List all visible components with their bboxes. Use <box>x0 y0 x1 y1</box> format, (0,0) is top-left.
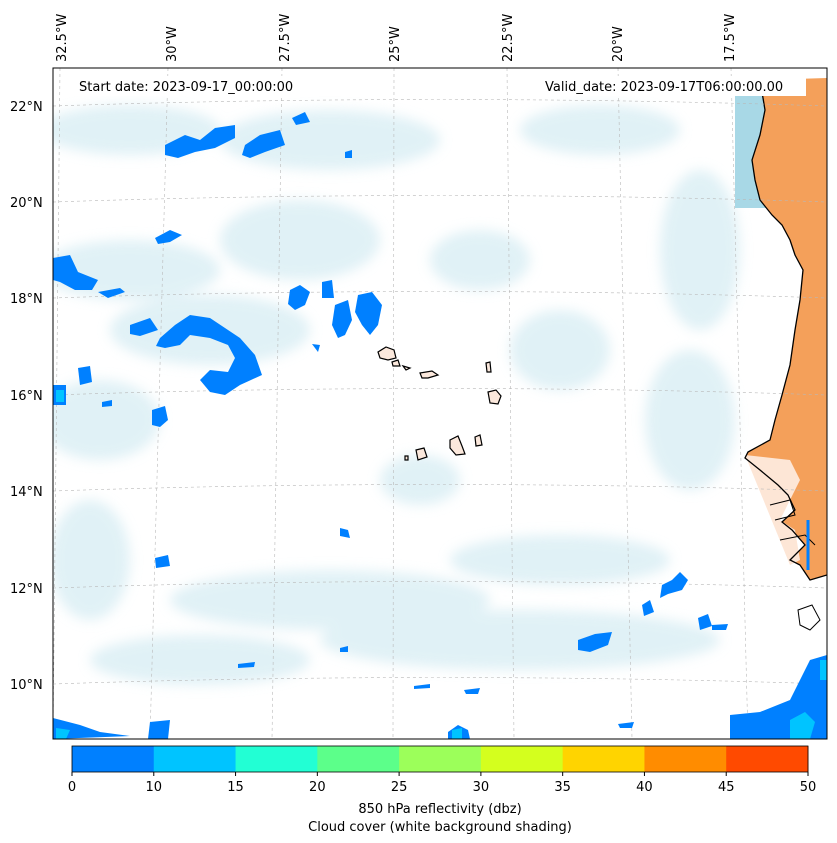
lon-label: 22.5°W <box>501 14 516 62</box>
colorbar-ticks: 0 10 15 20 25 30 35 40 45 50 <box>68 772 816 795</box>
lon-label: 32.5°W <box>55 14 70 62</box>
map-frame <box>52 67 828 740</box>
colorbar-label: 850 hPa reflectivity (dbz) <box>358 802 521 817</box>
lon-label: 30°W <box>165 26 180 62</box>
colorbar-tick-label: 25 <box>391 780 408 795</box>
lat-label: 20°N <box>10 196 43 211</box>
lon-label: 25°W <box>388 26 403 62</box>
lat-label: 18°N <box>10 292 43 307</box>
cloud-cover-shading <box>53 105 740 685</box>
colorbar-segment <box>399 746 482 772</box>
colorbar <box>71 745 809 773</box>
colorbar-tick-label: 40 <box>636 780 653 795</box>
colorbar-segment <box>726 746 809 772</box>
africa-landmass <box>745 78 827 580</box>
colorbar-tick-label: 45 <box>718 780 735 795</box>
colorbar-segment <box>72 746 155 772</box>
colorbar-tick-label: 30 <box>473 780 490 795</box>
colorbar-segment <box>153 746 237 772</box>
latitude-labels: 22°N 20°N 18°N 16°N 14°N 12°N 10°N <box>10 100 43 693</box>
graticule <box>53 68 827 739</box>
colorbar-segment <box>235 746 318 772</box>
colorbar-tick-label: 0 <box>68 780 76 795</box>
colorbar-tick-label: 50 <box>800 780 817 795</box>
colorbar-segment <box>317 746 400 772</box>
lat-label: 16°N <box>10 389 43 404</box>
colorbar-tick-label: 20 <box>309 780 326 795</box>
lat-label: 12°N <box>10 582 43 597</box>
lat-label: 22°N <box>10 100 43 115</box>
colorbar-segment <box>562 746 645 772</box>
colorbar-sublabel: Cloud cover (white background shading) <box>308 820 572 835</box>
lon-label: 27.5°W <box>278 14 293 62</box>
colorbar-segment <box>644 746 727 772</box>
coastline <box>744 79 827 581</box>
lat-label: 10°N <box>10 678 43 693</box>
start-date-label: Start date: 2023-09-17_00:00:00 <box>79 80 293 95</box>
valid-date-label: Valid_date: 2023-09-17T06:00:00.00 <box>545 80 783 95</box>
colorbar-tick-label: 15 <box>227 780 244 795</box>
lon-label: 17.5°W <box>723 14 738 62</box>
colorbar-tick-label: 35 <box>554 780 571 795</box>
colorbar-tick-label: 10 <box>146 780 163 795</box>
cape-verde-islands <box>377 346 502 461</box>
longitude-labels: 32.5°W 30°W 27.5°W 25°W 22.5°W 20°W 17.5… <box>55 14 738 62</box>
start-date-box <box>72 76 312 96</box>
lon-label: 20°W <box>611 26 626 62</box>
colorbar-segment <box>480 746 564 772</box>
colorbar-frame <box>71 745 809 773</box>
reflectivity-cells-secondary <box>56 390 827 739</box>
valid-date-box <box>540 76 806 96</box>
lat-label: 14°N <box>10 485 43 500</box>
